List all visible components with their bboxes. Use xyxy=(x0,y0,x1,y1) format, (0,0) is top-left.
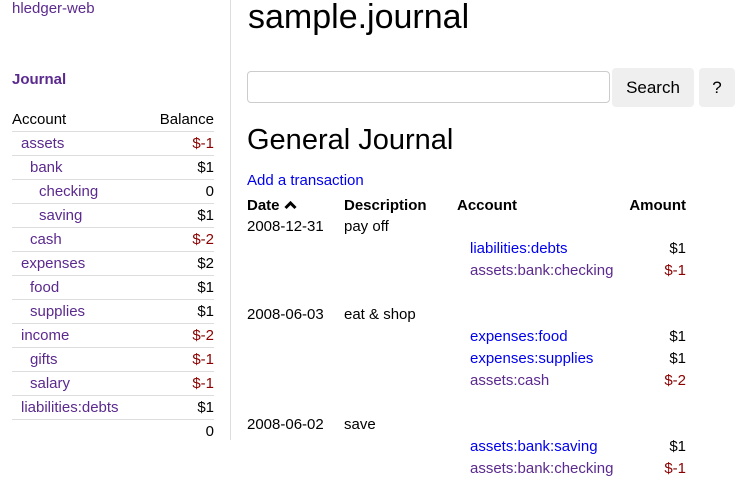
transaction-row: 2008-12-31 pay off xyxy=(247,216,686,238)
account-link[interactable]: liabilities:debts xyxy=(21,399,119,416)
posting-row: expenses:supplies $1 xyxy=(247,348,686,370)
posting-account-link[interactable]: assets:cash xyxy=(470,372,550,389)
brand-link[interactable]: hledger-web xyxy=(12,0,95,17)
journal-table: Date Description Account Amount 2008-12-… xyxy=(247,194,686,480)
account-link[interactable]: cash xyxy=(30,231,62,248)
help-button[interactable]: ? xyxy=(699,68,735,107)
account-balance: $1 xyxy=(145,155,214,180)
posting-amount: $-2 xyxy=(664,372,686,389)
account-link[interactable]: income xyxy=(21,327,70,344)
posting-row: assets:bank:checking $-1 xyxy=(247,458,686,480)
transaction-date: 2008-06-02 xyxy=(247,416,324,433)
account-link[interactable]: bank xyxy=(30,159,63,176)
account-balance: $1 xyxy=(145,275,214,300)
account-link[interactable]: food xyxy=(30,279,60,296)
account-row: assets $-1 xyxy=(12,131,214,156)
account-balance: $1 xyxy=(145,203,214,228)
posting-account-link[interactable]: assets:bank:checking xyxy=(470,460,614,477)
account-row: gifts $-1 xyxy=(12,347,214,372)
posting-row: assets:bank:saving $1 xyxy=(247,436,686,458)
posting-account-link[interactable]: assets:bank:saving xyxy=(470,438,598,455)
account-link[interactable]: assets xyxy=(21,135,65,152)
posting-amount: $1 xyxy=(669,240,686,257)
sidebar: hledger-web Journal Account Balance asset… xyxy=(0,0,231,443)
posting-row: assets:bank:checking $-1 xyxy=(247,260,686,282)
page-title: sample.journal xyxy=(248,0,470,36)
account-row: income $-2 xyxy=(12,323,214,348)
account-row: expenses $2 xyxy=(12,251,214,276)
chevron-up-icon xyxy=(284,200,297,209)
transaction-description: pay off xyxy=(344,218,389,235)
transaction-date: 2008-12-31 xyxy=(247,218,324,235)
account-balance: $-2 xyxy=(145,227,214,252)
account-balance: $-2 xyxy=(145,323,214,348)
transaction-row: 2008-06-03 eat & shop xyxy=(247,304,686,326)
transaction-description: eat & shop xyxy=(344,306,416,323)
total-label xyxy=(12,419,146,443)
account-balance: $-1 xyxy=(145,347,214,372)
account-row: salary $-1 xyxy=(12,371,214,396)
posting-row: expenses:food $1 xyxy=(247,326,686,348)
posting-row: liabilities:debts $1 xyxy=(247,238,686,260)
transaction-date: 2008-06-03 xyxy=(247,306,324,323)
amount-column-header: Amount xyxy=(629,196,686,214)
account-link[interactable]: gifts xyxy=(30,351,58,368)
account-link[interactable]: checking xyxy=(39,183,99,200)
account-balance: $1 xyxy=(145,395,214,420)
accounts-table: Account Balance assets $-1 bank $1 checking 0 s… xyxy=(12,108,214,443)
journal-link[interactable]: Journal xyxy=(12,71,67,88)
account-balance: $2 xyxy=(145,251,214,276)
account-header: Account xyxy=(12,108,146,132)
account-column-header: Account xyxy=(457,196,517,214)
account-link[interactable]: supplies xyxy=(30,303,86,320)
posting-amount: $-1 xyxy=(664,262,686,279)
account-row: bank $1 xyxy=(12,155,214,180)
posting-row: assets:cash $-2 xyxy=(247,370,686,392)
posting-amount: $-1 xyxy=(664,460,686,477)
date-label: Date xyxy=(247,196,280,214)
search-input[interactable] xyxy=(247,71,610,103)
posting-account-link[interactable]: expenses:food xyxy=(470,328,568,345)
journal-heading: General Journal xyxy=(247,124,454,156)
posting-amount: $1 xyxy=(669,438,686,455)
account-link[interactable]: saving xyxy=(39,207,83,224)
posting-amount: $1 xyxy=(669,328,686,345)
add-transaction-link[interactable]: Add a transaction xyxy=(247,172,364,189)
account-row: supplies $1 xyxy=(12,299,214,324)
search-button[interactable]: Search xyxy=(612,68,694,107)
posting-account-link[interactable]: liabilities:debts xyxy=(470,240,568,257)
posting-account-link[interactable]: assets:bank:checking xyxy=(470,262,614,279)
account-balance: 0 xyxy=(145,179,214,204)
account-link[interactable]: expenses xyxy=(21,255,86,272)
account-balance: $-1 xyxy=(145,371,214,396)
account-row: cash $-2 xyxy=(12,227,214,252)
account-row: checking 0 xyxy=(12,179,214,204)
account-row: liabilities:debts $1 xyxy=(12,395,214,420)
account-balance: $-1 xyxy=(145,131,214,156)
description-column-header: Description xyxy=(344,196,427,214)
account-link[interactable]: salary xyxy=(30,375,71,392)
balance-header: Balance xyxy=(145,108,214,132)
total-balance: 0 xyxy=(145,419,214,443)
account-row: saving $1 xyxy=(12,203,214,228)
transaction-row: 2008-06-02 save xyxy=(247,414,686,436)
total-row: 0 xyxy=(12,419,214,443)
account-balance: $1 xyxy=(145,299,214,324)
date-column-header[interactable]: Date xyxy=(247,194,344,216)
account-row: food $1 xyxy=(12,275,214,300)
posting-amount: $1 xyxy=(669,350,686,367)
transaction-description: save xyxy=(344,416,376,433)
posting-account-link[interactable]: expenses:supplies xyxy=(470,350,594,367)
